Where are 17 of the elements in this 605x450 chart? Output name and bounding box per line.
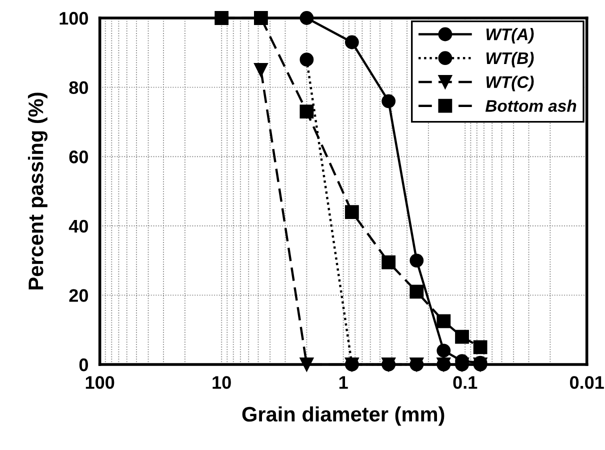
x-axis-title: Grain diameter (mm) bbox=[242, 406, 444, 426]
x-tick-label: 0.01 bbox=[570, 376, 604, 389]
y-tick-label: 100 bbox=[60, 12, 88, 25]
y-tick-label: 80 bbox=[69, 81, 88, 94]
y-tick-label: 20 bbox=[69, 289, 88, 302]
legend-label: WT(A) bbox=[486, 28, 534, 44]
x-tick-label: 0.1 bbox=[453, 376, 478, 389]
legend-label: WT(B) bbox=[486, 52, 534, 68]
y-tick-label: 60 bbox=[69, 150, 88, 164]
y-tick-label: 40 bbox=[68, 220, 88, 233]
y-axis-title: Percent passing (%) bbox=[28, 92, 48, 290]
legend-label: WT(C) bbox=[486, 76, 534, 92]
legend-label: Bottom ash bbox=[485, 100, 576, 112]
x-tick-label: 1 bbox=[339, 376, 348, 389]
x-tick-label: 100 bbox=[86, 376, 114, 389]
y-tick-label: 0 bbox=[79, 358, 88, 372]
x-tick-label: 10 bbox=[212, 376, 231, 389]
